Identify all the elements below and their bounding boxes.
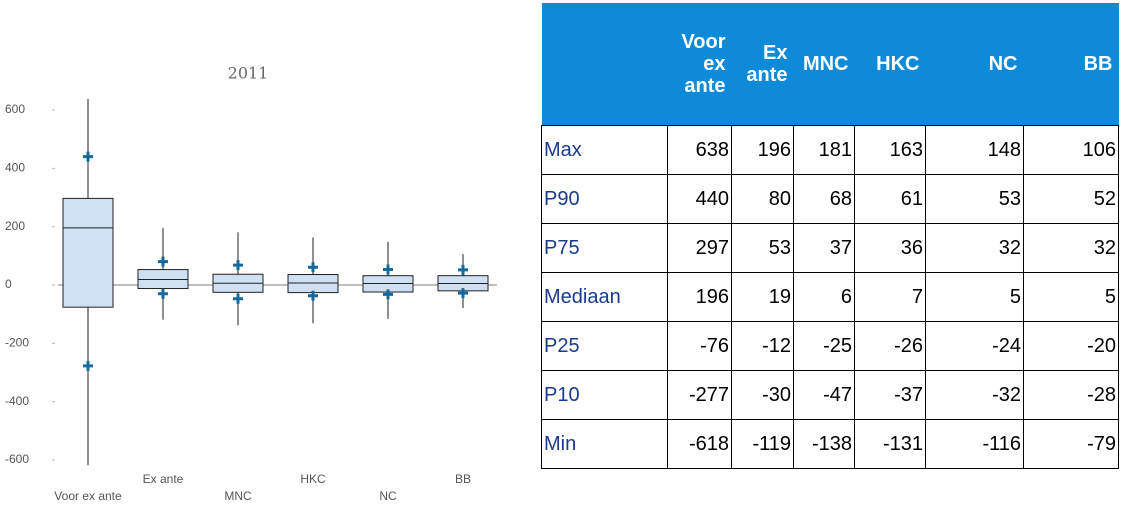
cell: -76 — [667, 321, 732, 371]
percentile-marker — [383, 289, 393, 300]
cell: -277 — [667, 370, 732, 420]
row-label: P75 — [541, 223, 668, 273]
y-tick-label: -200 — [5, 336, 29, 350]
percentile-marker — [458, 264, 468, 275]
table-row: P75 297 53 37 36 32 32 — [541, 223, 1119, 273]
cell: 53 — [925, 174, 1024, 224]
percentile-marker — [233, 260, 243, 271]
x-tick-label: NC — [379, 489, 397, 503]
cell: 68 — [793, 174, 855, 224]
row-label: P90 — [541, 174, 668, 224]
column-header: Voor ex ante — [667, 3, 732, 126]
row-label: Mediaan — [541, 272, 668, 322]
table-row: Max 638 196 181 163 148 106 — [541, 125, 1119, 175]
cell: 5 — [925, 272, 1024, 322]
cell: -79 — [1023, 419, 1119, 469]
cell: 7 — [854, 272, 926, 322]
percentile-marker — [158, 288, 168, 299]
cell: 196 — [731, 125, 794, 175]
cell: -20 — [1023, 321, 1119, 371]
box — [287, 274, 339, 294]
percentile-marker — [83, 151, 93, 162]
cell: 36 — [854, 223, 926, 273]
x-tick-label: MNC — [224, 489, 252, 503]
percentile-marker — [233, 293, 243, 304]
row-label: Max — [541, 125, 668, 175]
percentile-marker — [458, 288, 468, 299]
cell: 32 — [925, 223, 1024, 273]
table-row: P25 -76 -12 -25 -26 -24 -20 — [541, 321, 1119, 371]
header-row: Voor ex ante Ex ante MNC HKC NC BB — [541, 3, 1119, 126]
y-tick-label: -400 — [5, 394, 29, 408]
table-row: P90 440 80 68 61 53 52 — [541, 174, 1119, 224]
cell: -37 — [854, 370, 926, 420]
chart-title: 2011 — [228, 64, 269, 83]
cell: 6 — [793, 272, 855, 322]
x-tick-label: HKC — [300, 472, 326, 486]
cell: -28 — [1023, 370, 1119, 420]
column-header: MNC — [793, 3, 855, 126]
column-header: NC — [925, 3, 1024, 126]
cell: 5 — [1023, 272, 1119, 322]
x-tick-label: Voor ex ante — [54, 489, 122, 503]
percentile-marker — [308, 262, 318, 273]
cell: -116 — [925, 419, 1024, 469]
cell: 80 — [731, 174, 794, 224]
cell: -618 — [667, 419, 732, 469]
cell: 32 — [1023, 223, 1119, 273]
percentile-marker — [308, 290, 318, 301]
y-tick-label: 400 — [5, 161, 25, 175]
cell: 297 — [667, 223, 732, 273]
y-tick-label: 200 — [5, 219, 25, 233]
row-label: Min — [541, 419, 668, 469]
chart: 2011 -600 -400 -200 0 200 400 600 Voor ex ante E… — [5, 64, 497, 503]
stats-table: Voor ex ante Ex ante MNC HKC NC BB Max 638 196 1… — [541, 3, 1119, 469]
cell: -25 — [793, 321, 855, 371]
column-header: Ex ante — [731, 3, 794, 126]
cell: 61 — [854, 174, 926, 224]
y-tick-label: 0 — [5, 277, 12, 291]
cell: -119 — [731, 419, 794, 469]
table-row: P10 -277 -30 -47 -37 -32 -28 — [541, 370, 1119, 420]
cell: 196 — [667, 272, 732, 322]
row-label: P10 — [541, 370, 668, 420]
cell: 53 — [731, 223, 794, 273]
percentile-marker — [83, 360, 93, 371]
percentile-marker — [158, 256, 168, 267]
cell: 440 — [667, 174, 732, 224]
cell: -47 — [793, 370, 855, 420]
x-tick-label: BB — [455, 472, 471, 486]
cell: -32 — [925, 370, 1024, 420]
row-label: P25 — [541, 321, 668, 371]
cell: 52 — [1023, 174, 1119, 224]
cell: 181 — [793, 125, 855, 175]
percentile-marker — [383, 264, 393, 275]
y-tick-label: -600 — [5, 452, 29, 466]
table-row: Mediaan 196 19 6 7 5 5 — [541, 272, 1119, 322]
box — [62, 197, 114, 308]
table-row: Min -618 -119 -138 -131 -116 -79 — [541, 419, 1119, 469]
cell: 638 — [667, 125, 732, 175]
cell: -131 — [854, 419, 926, 469]
cell: -26 — [854, 321, 926, 371]
cell: -138 — [793, 419, 855, 469]
y-tick-label: 600 — [5, 102, 25, 116]
cell: 37 — [793, 223, 855, 273]
column-header: BB — [1023, 3, 1119, 126]
cell: 163 — [854, 125, 926, 175]
x-tick-label: Ex ante — [143, 472, 184, 486]
cell: 106 — [1023, 125, 1119, 175]
corner-cell — [541, 3, 668, 126]
cell: -12 — [731, 321, 794, 371]
column-header: HKC — [854, 3, 926, 126]
cell: 19 — [731, 272, 794, 322]
cell: -24 — [925, 321, 1024, 371]
cell: -30 — [731, 370, 794, 420]
cell: 148 — [925, 125, 1024, 175]
